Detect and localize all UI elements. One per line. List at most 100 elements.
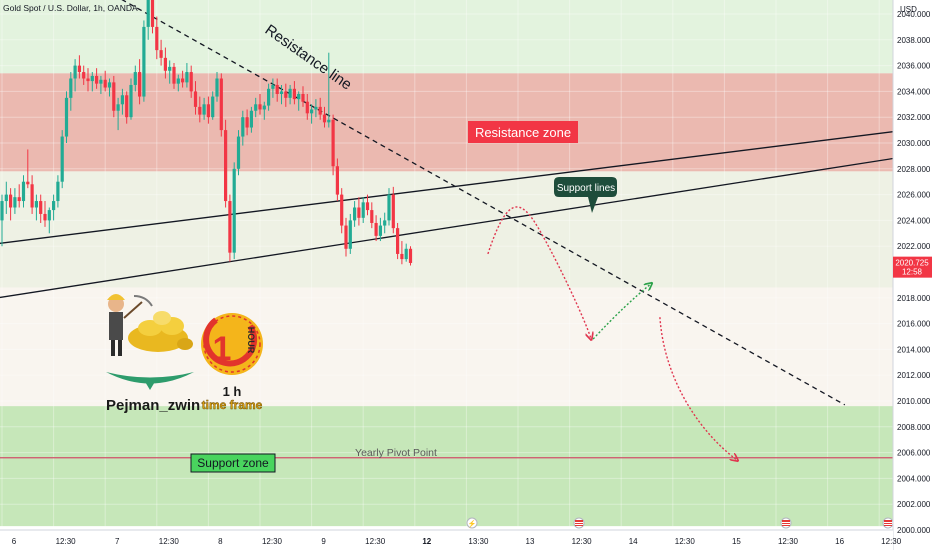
candle-body: [150, 0, 155, 27]
candle-body: [146, 0, 150, 27]
candle: [99, 75, 103, 94]
candle: [249, 106, 253, 133]
candle: [9, 188, 13, 221]
candle-body: [374, 222, 378, 236]
candle-body: [142, 26, 146, 97]
candle-body: [314, 106, 318, 110]
price-tick: 2014.000: [897, 345, 931, 354]
price-tick: 2024.000: [897, 216, 931, 225]
candle: [318, 97, 322, 120]
candle: [353, 201, 357, 227]
candle-body: [215, 78, 219, 97]
candle-body: [39, 201, 43, 214]
candle: [228, 194, 232, 262]
support-zone-band: [0, 406, 893, 527]
candle-body: [73, 65, 77, 79]
candle: [254, 97, 258, 118]
trend-lines[interactable]: [0, 0, 927, 406]
candle: [159, 39, 163, 66]
time-tick: 15: [732, 537, 741, 546]
price-tick: 2012.000: [897, 371, 931, 380]
candle: [0, 194, 4, 247]
price-tick: 2032.000: [897, 113, 931, 122]
candle: [396, 222, 400, 260]
resistance-zone-badge: [468, 121, 578, 143]
candle-body: [361, 202, 365, 218]
candle-body: [13, 197, 17, 208]
price-tick: 2000.000: [897, 526, 931, 535]
candle-body: [193, 91, 198, 107]
time-tick: 12:30: [365, 537, 386, 546]
candle: [176, 74, 180, 92]
support-trendline-2: [0, 152, 927, 299]
countdown: 12:58: [902, 268, 923, 277]
candle: [387, 188, 391, 226]
candle-body: [284, 91, 288, 98]
candle-body: [47, 210, 51, 221]
candle-body: [34, 201, 38, 208]
time-tick: 6: [12, 537, 17, 546]
candle-body: [211, 96, 215, 118]
candle-body: [327, 119, 331, 123]
candle-body: [155, 26, 159, 51]
candle: [400, 241, 404, 265]
candle-body: [408, 248, 413, 263]
candle: [73, 59, 77, 92]
candle: [408, 246, 413, 266]
candle: [297, 91, 301, 111]
time-tick: 12:30: [56, 537, 77, 546]
scenario-final-arrow: [659, 317, 737, 460]
author-logo: 1 HOUR Pejman_zwin 1 h time frame: [106, 294, 263, 414]
candle: [305, 93, 309, 120]
candle: [391, 186, 395, 234]
time-axis[interactable]: [0, 530, 893, 550]
timeframe-line2: time frame: [202, 398, 263, 412]
candle: [86, 68, 90, 92]
candle-body: [176, 78, 180, 84]
candle: [39, 194, 43, 223]
middle-band: [0, 171, 893, 288]
price-axis-ticks: 2040.000 2038.000 2036.000 2034.000 2032.000…: [897, 10, 931, 535]
candle-body: [168, 66, 172, 71]
clock-number: 1: [213, 330, 232, 368]
time-tick: 7: [115, 537, 120, 546]
candle: [77, 55, 81, 79]
candle-body: [387, 194, 391, 221]
candle: [155, 16, 159, 60]
grid: [0, 13, 893, 505]
candle: [95, 68, 99, 89]
candle-body: [340, 194, 344, 226]
event-markers[interactable]: ⚡: [466, 517, 894, 529]
candle-body: [181, 78, 185, 83]
current-price-badge: 2020.725 12:58: [893, 256, 932, 278]
candle-body: [262, 105, 266, 110]
price-tick: 2004.000: [897, 474, 931, 483]
candle-body: [120, 95, 124, 105]
candle-body: [172, 66, 176, 84]
support-zone-badge: [190, 453, 276, 473]
candle-body: [245, 117, 249, 128]
candle: [168, 60, 172, 84]
price-tick: 2028.000: [897, 165, 931, 174]
candle-body: [0, 201, 4, 221]
candle-body: [30, 184, 34, 208]
miner-icon: [107, 294, 153, 356]
candle: [193, 81, 198, 115]
candle: [60, 130, 64, 189]
timeframe-line1: 1 h: [223, 384, 242, 399]
support-trendline-1: [0, 126, 927, 244]
candle-body: [292, 88, 296, 100]
lightning-event-icon: [466, 517, 478, 529]
candle-body: [370, 210, 374, 223]
candle: [361, 197, 365, 223]
candle-body: [254, 104, 258, 111]
candle-body: [310, 109, 314, 114]
time-tick: 9: [321, 537, 326, 546]
candle-body: [116, 104, 120, 111]
candle: [344, 217, 348, 257]
candle-body: [305, 101, 309, 114]
candle: [142, 20, 146, 102]
candle-body: [348, 220, 352, 249]
